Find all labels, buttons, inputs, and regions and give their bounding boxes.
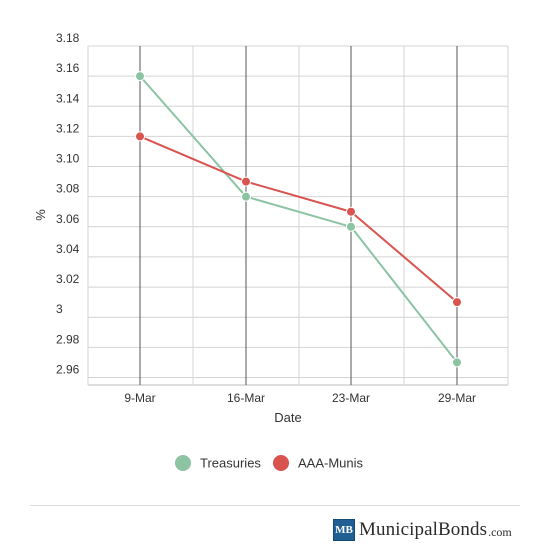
y-tick-label: 3.06 [56, 212, 80, 226]
y-tick-label: 3.14 [56, 91, 80, 105]
data-point [452, 297, 462, 308]
x-tick-label: 16-Mar [227, 391, 265, 405]
legend-marker [175, 455, 191, 471]
y-tick-label: 3.18 [56, 31, 80, 45]
series-line-aaa-munis [139, 135, 458, 303]
series-line-treasuries [139, 75, 458, 364]
grid [87, 45, 509, 386]
legend: Treasuries AAA-Munis [175, 455, 364, 471]
x-axis-ticks: 9-Mar 16-Mar 23-Mar 29-Mar [124, 391, 476, 405]
y-tick-label: 3.02 [56, 272, 80, 286]
y-tick-label: 3 [56, 302, 63, 316]
y-tick-label: 3.08 [56, 182, 80, 196]
brand-mark-icon: MB [333, 519, 355, 541]
data-point [135, 131, 145, 142]
brand-tld: .com [488, 524, 512, 539]
x-tick-label: 29-Mar [438, 391, 476, 405]
y-tick-label: 3.12 [56, 121, 80, 135]
x-axis-label: Date [274, 410, 301, 425]
line-chart: 3.18 3.16 3.14 3.12 3.10 3.08 3.06 3.04 3.02 3 2.9… [33, 31, 509, 471]
x-tick-label: 9-Mar [124, 391, 155, 405]
data-point [346, 221, 356, 232]
brand-name: MunicipalBonds [359, 519, 488, 540]
data-point [241, 176, 251, 187]
x-tick-label: 23-Mar [332, 391, 370, 405]
legend-marker [273, 455, 289, 471]
y-axis-label: % [33, 209, 48, 221]
y-tick-label: 3.16 [56, 61, 80, 75]
y-tick-label: 3.04 [56, 242, 80, 256]
y-tick-label: 2.98 [56, 332, 80, 346]
data-point [135, 71, 145, 82]
legend-label: Treasuries [200, 456, 261, 471]
data-point [452, 357, 462, 368]
y-axis-ticks: 3.18 3.16 3.14 3.12 3.10 3.08 3.06 3.04 3.02 3 2.9… [56, 31, 80, 376]
data-point [241, 191, 251, 202]
y-tick-label: 2.96 [56, 362, 80, 376]
footer-divider [30, 505, 520, 506]
brand-logo[interactable]: MB MunicipalBonds .com [333, 518, 512, 542]
series-group [135, 71, 462, 368]
y-tick-label: 3.10 [56, 152, 80, 166]
data-point [346, 206, 356, 217]
legend-label: AAA-Munis [298, 456, 364, 471]
